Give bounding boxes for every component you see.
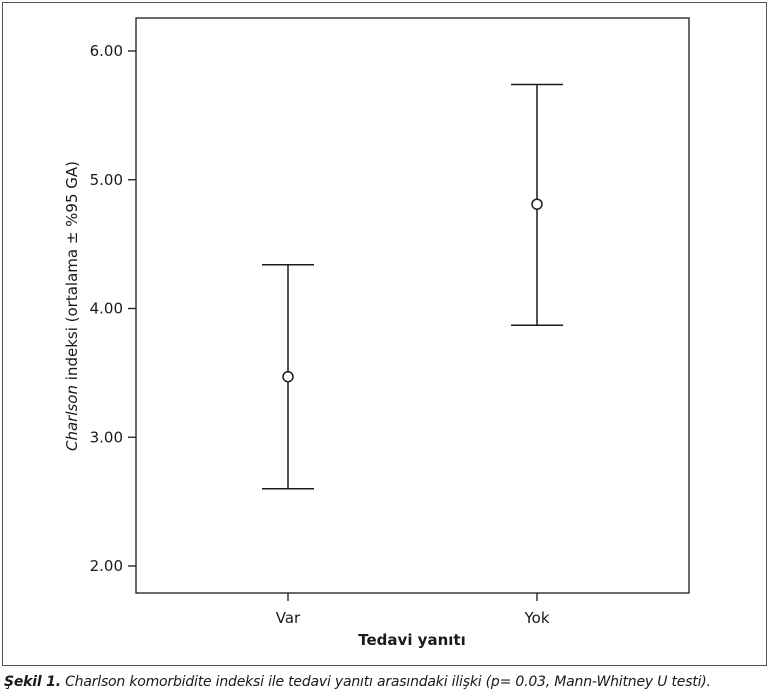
- y-tick-label: 4.00: [90, 300, 123, 318]
- y-tick-label: 6.00: [90, 42, 123, 60]
- y-tick-label: 5.00: [90, 171, 123, 189]
- figure-caption: Şekil 1. Charlson komorbidite indeksi il…: [4, 674, 769, 690]
- x-tick-label-yok: Yok: [523, 609, 549, 627]
- error-bar-var: [262, 263, 314, 490]
- figure-frame: [2, 2, 767, 666]
- x-tick-label-var: Var: [276, 609, 301, 627]
- y-tick-label: 3.00: [90, 428, 123, 446]
- mean-marker: [531, 198, 543, 210]
- x-axis: Var Yok: [276, 593, 550, 627]
- mean-marker: [282, 370, 294, 383]
- y-axis-title: Charlson indeksi (ortalama ± %95 GA): [63, 161, 81, 451]
- y-axis: 2.00 3.00 4.00 5.00 6.00: [90, 42, 136, 575]
- y-axis-title-italic: Charlson: [63, 385, 81, 451]
- x-axis-title: Tedavi yanıtı: [358, 631, 465, 649]
- error-bar-yok: [511, 83, 563, 326]
- caption-lead: Şekil 1.: [4, 674, 61, 690]
- caption-text: Charlson komorbidite indeksi ile tedavi …: [60, 674, 711, 690]
- plot-area: [135, 17, 690, 594]
- y-axis-title-rest: indeksi (ortalama ± %95 GA): [63, 161, 81, 385]
- y-tick-label: 2.00: [90, 557, 123, 575]
- error-bars: [262, 83, 563, 490]
- errorbar-chart: 2.00 3.00 4.00 5.00 6.00 Var Yok Charlson ind…: [63, 17, 690, 649]
